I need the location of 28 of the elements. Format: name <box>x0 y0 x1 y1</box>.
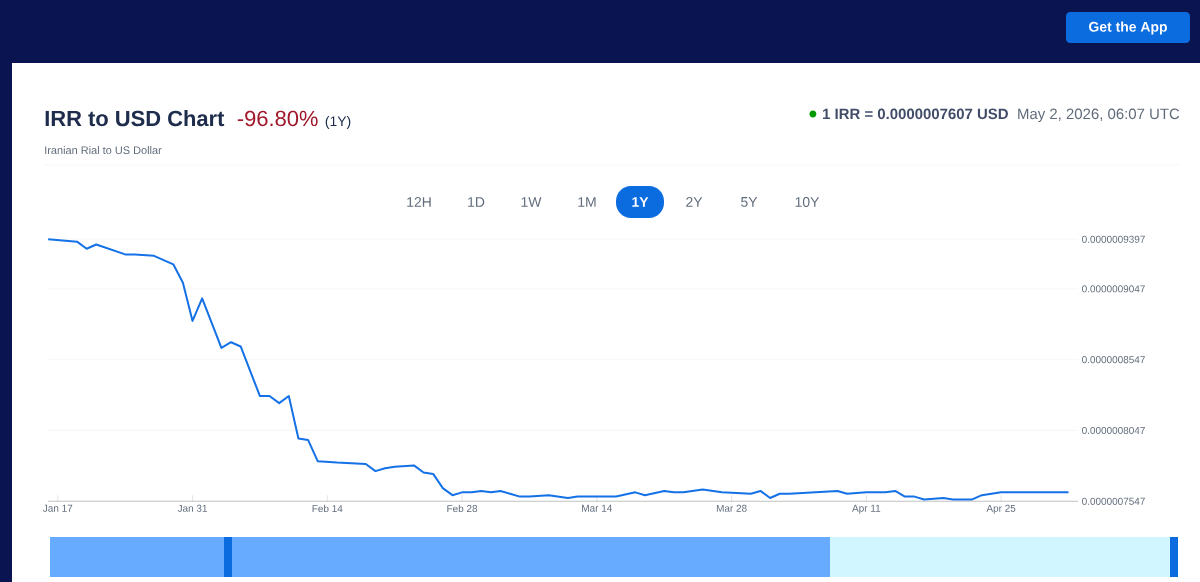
text: 1 IRR = 0.0000007607 USD <box>823 108 1008 120</box>
chart-title: IRR to USD Chart <box>45 110 225 127</box>
x-tick-label: Feb 14 <box>312 504 343 513</box>
text: (1Y) <box>325 115 351 129</box>
y-tick-label: 0.0000008547 <box>1082 356 1145 364</box>
y-tick-label: 0.0000007547 <box>1082 497 1145 505</box>
text: 1W <box>521 197 542 207</box>
y-tick-label: 0.0000009047 <box>1082 285 1145 293</box>
x-tick-label: Feb 28 <box>447 504 478 513</box>
text: 1D <box>468 197 485 207</box>
x-tick-label: Jan 17 <box>42 504 73 512</box>
text: 10Y <box>795 197 820 207</box>
y-tick-label: 0.0000008047 <box>1082 426 1145 434</box>
x-tick-label: Mar 28 <box>716 504 747 512</box>
text: 5Y <box>741 197 758 207</box>
text: May 2, 2026, 06:07 UTC <box>1018 108 1180 123</box>
y-tick-label: 0.0000009397 <box>1082 235 1145 243</box>
text: 12H <box>407 197 431 207</box>
x-tick-label: Jan 31 <box>177 504 207 512</box>
text: 1Y <box>632 197 649 207</box>
text: 2Y <box>686 197 703 207</box>
text: Get the App <box>1089 21 1167 35</box>
text: 1M <box>578 197 596 207</box>
x-tick-label: Apr 11 <box>852 504 881 514</box>
x-tick-label: Mar 14 <box>582 504 613 512</box>
x-tick-label: Apr 25 <box>986 504 1016 514</box>
chart-subtitle: Iranian Rial to US Dollar <box>45 146 162 155</box>
text: -96.80% <box>237 110 318 127</box>
